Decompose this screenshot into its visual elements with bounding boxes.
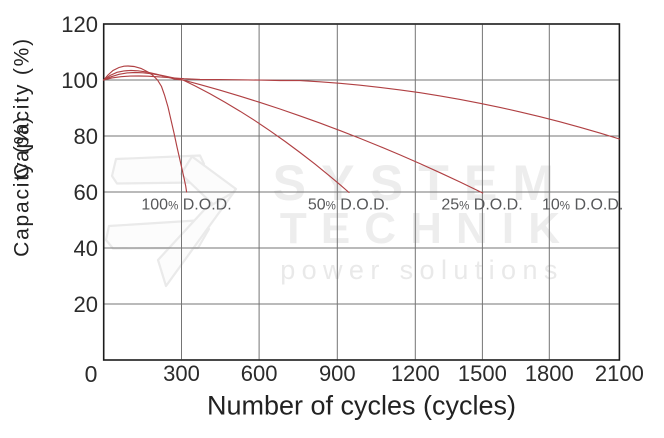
svg-text:100% D.O.D.: 100% D.O.D. bbox=[141, 197, 231, 214]
svg-text:Number of cycles (cycles): Number of cycles (cycles) bbox=[207, 391, 516, 421]
svg-text:20: 20 bbox=[74, 292, 98, 317]
svg-text:SYSTEM: SYSTEM bbox=[273, 155, 570, 211]
svg-text:60: 60 bbox=[74, 180, 98, 205]
svg-text:40: 40 bbox=[74, 236, 98, 261]
svg-text:25% D.O.D.: 25% D.O.D. bbox=[441, 197, 522, 214]
svg-text:100: 100 bbox=[61, 68, 98, 93]
svg-text:600: 600 bbox=[241, 361, 278, 386]
svg-text:power solutions: power solutions bbox=[280, 255, 564, 285]
svg-text:50% D.O.D.: 50% D.O.D. bbox=[308, 197, 389, 214]
svg-text:900: 900 bbox=[319, 361, 356, 386]
svg-text:1200: 1200 bbox=[391, 361, 440, 386]
svg-text:Capacity (%): Capacity (%) bbox=[11, 115, 34, 257]
svg-text:TECHNIK: TECHNIK bbox=[280, 204, 574, 253]
svg-text:120: 120 bbox=[61, 12, 98, 37]
svg-text:300: 300 bbox=[163, 361, 200, 386]
svg-text:0: 0 bbox=[85, 361, 98, 387]
svg-text:1800: 1800 bbox=[525, 361, 574, 386]
svg-text:Capacity (%): Capacity (%) bbox=[11, 37, 34, 179]
svg-text:1500: 1500 bbox=[458, 361, 507, 386]
svg-text:10% D.O.D.: 10% D.O.D. bbox=[542, 197, 623, 214]
svg-text:2100: 2100 bbox=[595, 361, 644, 386]
svg-text:80: 80 bbox=[74, 124, 98, 149]
